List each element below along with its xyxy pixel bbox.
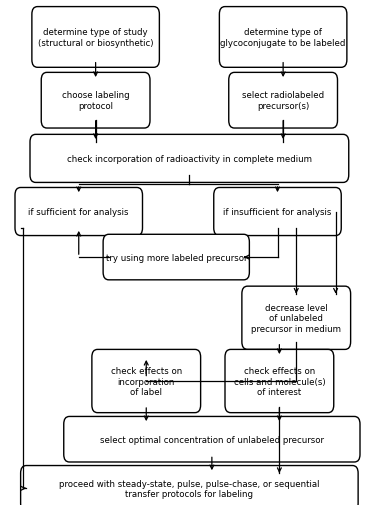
FancyBboxPatch shape — [64, 417, 360, 462]
FancyBboxPatch shape — [15, 188, 142, 236]
Text: if sufficient for analysis: if sufficient for analysis — [28, 208, 129, 217]
Text: select optimal concentration of unlabeled precursor: select optimal concentration of unlabele… — [100, 435, 324, 444]
FancyBboxPatch shape — [92, 349, 201, 413]
Text: choose labeling
protocol: choose labeling protocol — [62, 91, 129, 111]
Text: check effects on
incorporation
of label: check effects on incorporation of label — [111, 367, 182, 396]
Text: if insufficient for analysis: if insufficient for analysis — [224, 208, 332, 217]
Text: select radiolabeled
precursor(s): select radiolabeled precursor(s) — [242, 91, 324, 111]
Text: check effects on
cells and molecule(s)
of interest: check effects on cells and molecule(s) o… — [234, 367, 325, 396]
FancyBboxPatch shape — [30, 135, 349, 183]
FancyBboxPatch shape — [242, 287, 351, 349]
Text: try using more labeled precursor: try using more labeled precursor — [105, 253, 247, 262]
Text: proceed with steady-state, pulse, pulse-chase, or sequential
transfer protocols : proceed with steady-state, pulse, pulse-… — [59, 479, 320, 498]
Text: determine type of study
(structural or biosynthetic): determine type of study (structural or b… — [38, 28, 153, 47]
FancyBboxPatch shape — [214, 188, 341, 236]
FancyBboxPatch shape — [225, 349, 334, 413]
Text: check incorporation of radioactivity in complete medium: check incorporation of radioactivity in … — [67, 155, 312, 164]
FancyBboxPatch shape — [103, 235, 249, 280]
FancyBboxPatch shape — [41, 73, 150, 129]
Text: decrease level
of unlabeled
precursor in medium: decrease level of unlabeled precursor in… — [251, 304, 341, 333]
FancyBboxPatch shape — [219, 8, 347, 68]
FancyBboxPatch shape — [32, 8, 159, 68]
Text: determine type of
glycoconjugate to be labeled: determine type of glycoconjugate to be l… — [220, 28, 346, 47]
FancyBboxPatch shape — [21, 466, 358, 505]
FancyBboxPatch shape — [229, 73, 338, 129]
